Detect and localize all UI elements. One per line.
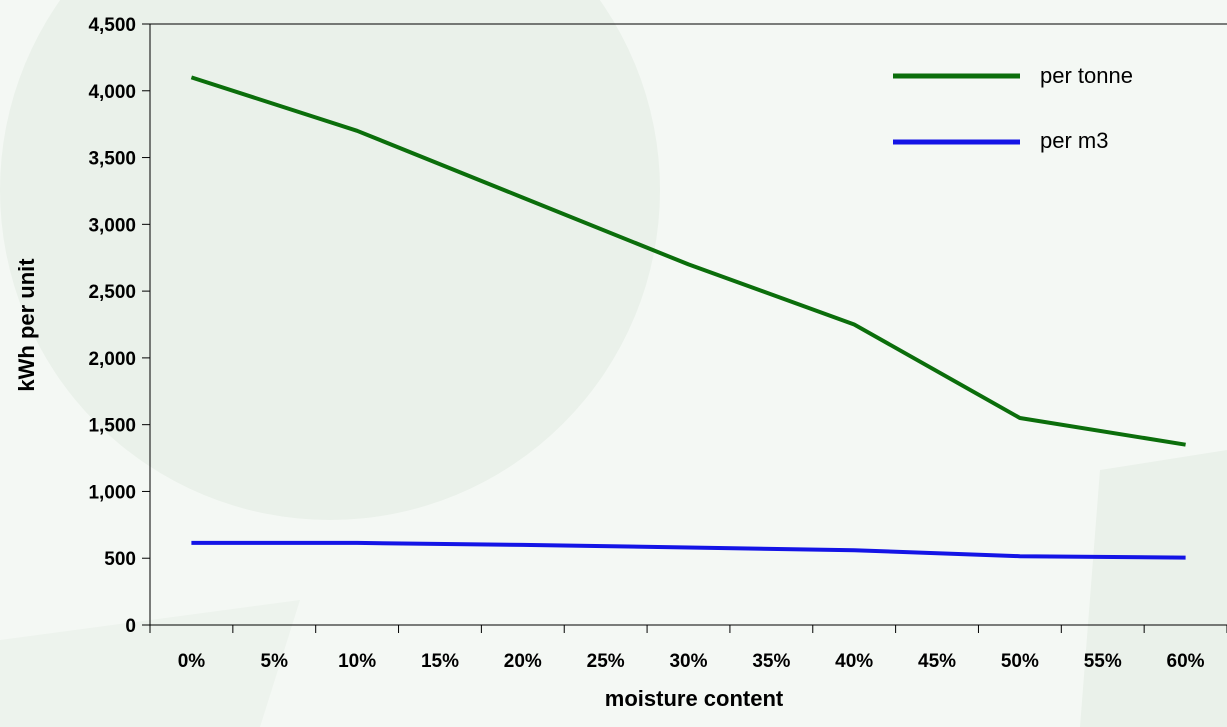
y-tick-label: 4,500 (88, 15, 136, 36)
legend-label-per-m3: per m3 (1040, 128, 1108, 153)
y-tick-label: 2,500 (88, 282, 136, 303)
x-axis-ticks: 0% 5% 10% 15% 20% 25% 30% 35% 40% 45% 50% 55% 60% (149, 625, 1227, 672)
x-axis-title: moisture content (605, 686, 784, 711)
x-tick-label: 25% (587, 651, 625, 672)
x-tick-label: 50% (1001, 651, 1039, 672)
series-lines (190, 75, 1186, 560)
x-tick-label: 40% (835, 651, 873, 672)
series-line-per-m3 (191, 540, 1186, 560)
x-tick-label: 35% (752, 651, 790, 672)
y-tick-label: 500 (104, 549, 136, 570)
legend: per tonne per m3 (893, 63, 1133, 153)
y-tick-label: 1,000 (88, 482, 136, 503)
x-tick-label: 45% (918, 651, 956, 672)
x-tick-label: 60% (1167, 651, 1205, 672)
y-tick-label: 0 (125, 616, 136, 637)
x-tick-label: 55% (1084, 651, 1122, 672)
y-tick-label: 3,500 (88, 149, 136, 170)
y-tick-label: 4,000 (88, 82, 136, 103)
y-tick-label: 2,000 (88, 349, 136, 370)
y-tick-label: 3,000 (88, 215, 136, 236)
y-axis-ticks: 0 500 1,000 1,500 2,000 2,500 3,000 3,500 4,000 4… (88, 15, 150, 637)
x-tick-label: 0% (178, 651, 206, 672)
x-tick-label: 30% (669, 651, 707, 672)
y-tick-label: 1,500 (88, 416, 136, 437)
legend-label-per-tonne: per tonne (1040, 63, 1133, 88)
x-tick-label: 10% (338, 651, 376, 672)
x-tick-label: 5% (261, 651, 289, 672)
y-axis-title: kWh per unit (14, 258, 39, 392)
x-tick-label: 15% (421, 651, 459, 672)
series-line-per-tonne (190, 75, 1186, 447)
x-tick-label: 20% (504, 651, 542, 672)
